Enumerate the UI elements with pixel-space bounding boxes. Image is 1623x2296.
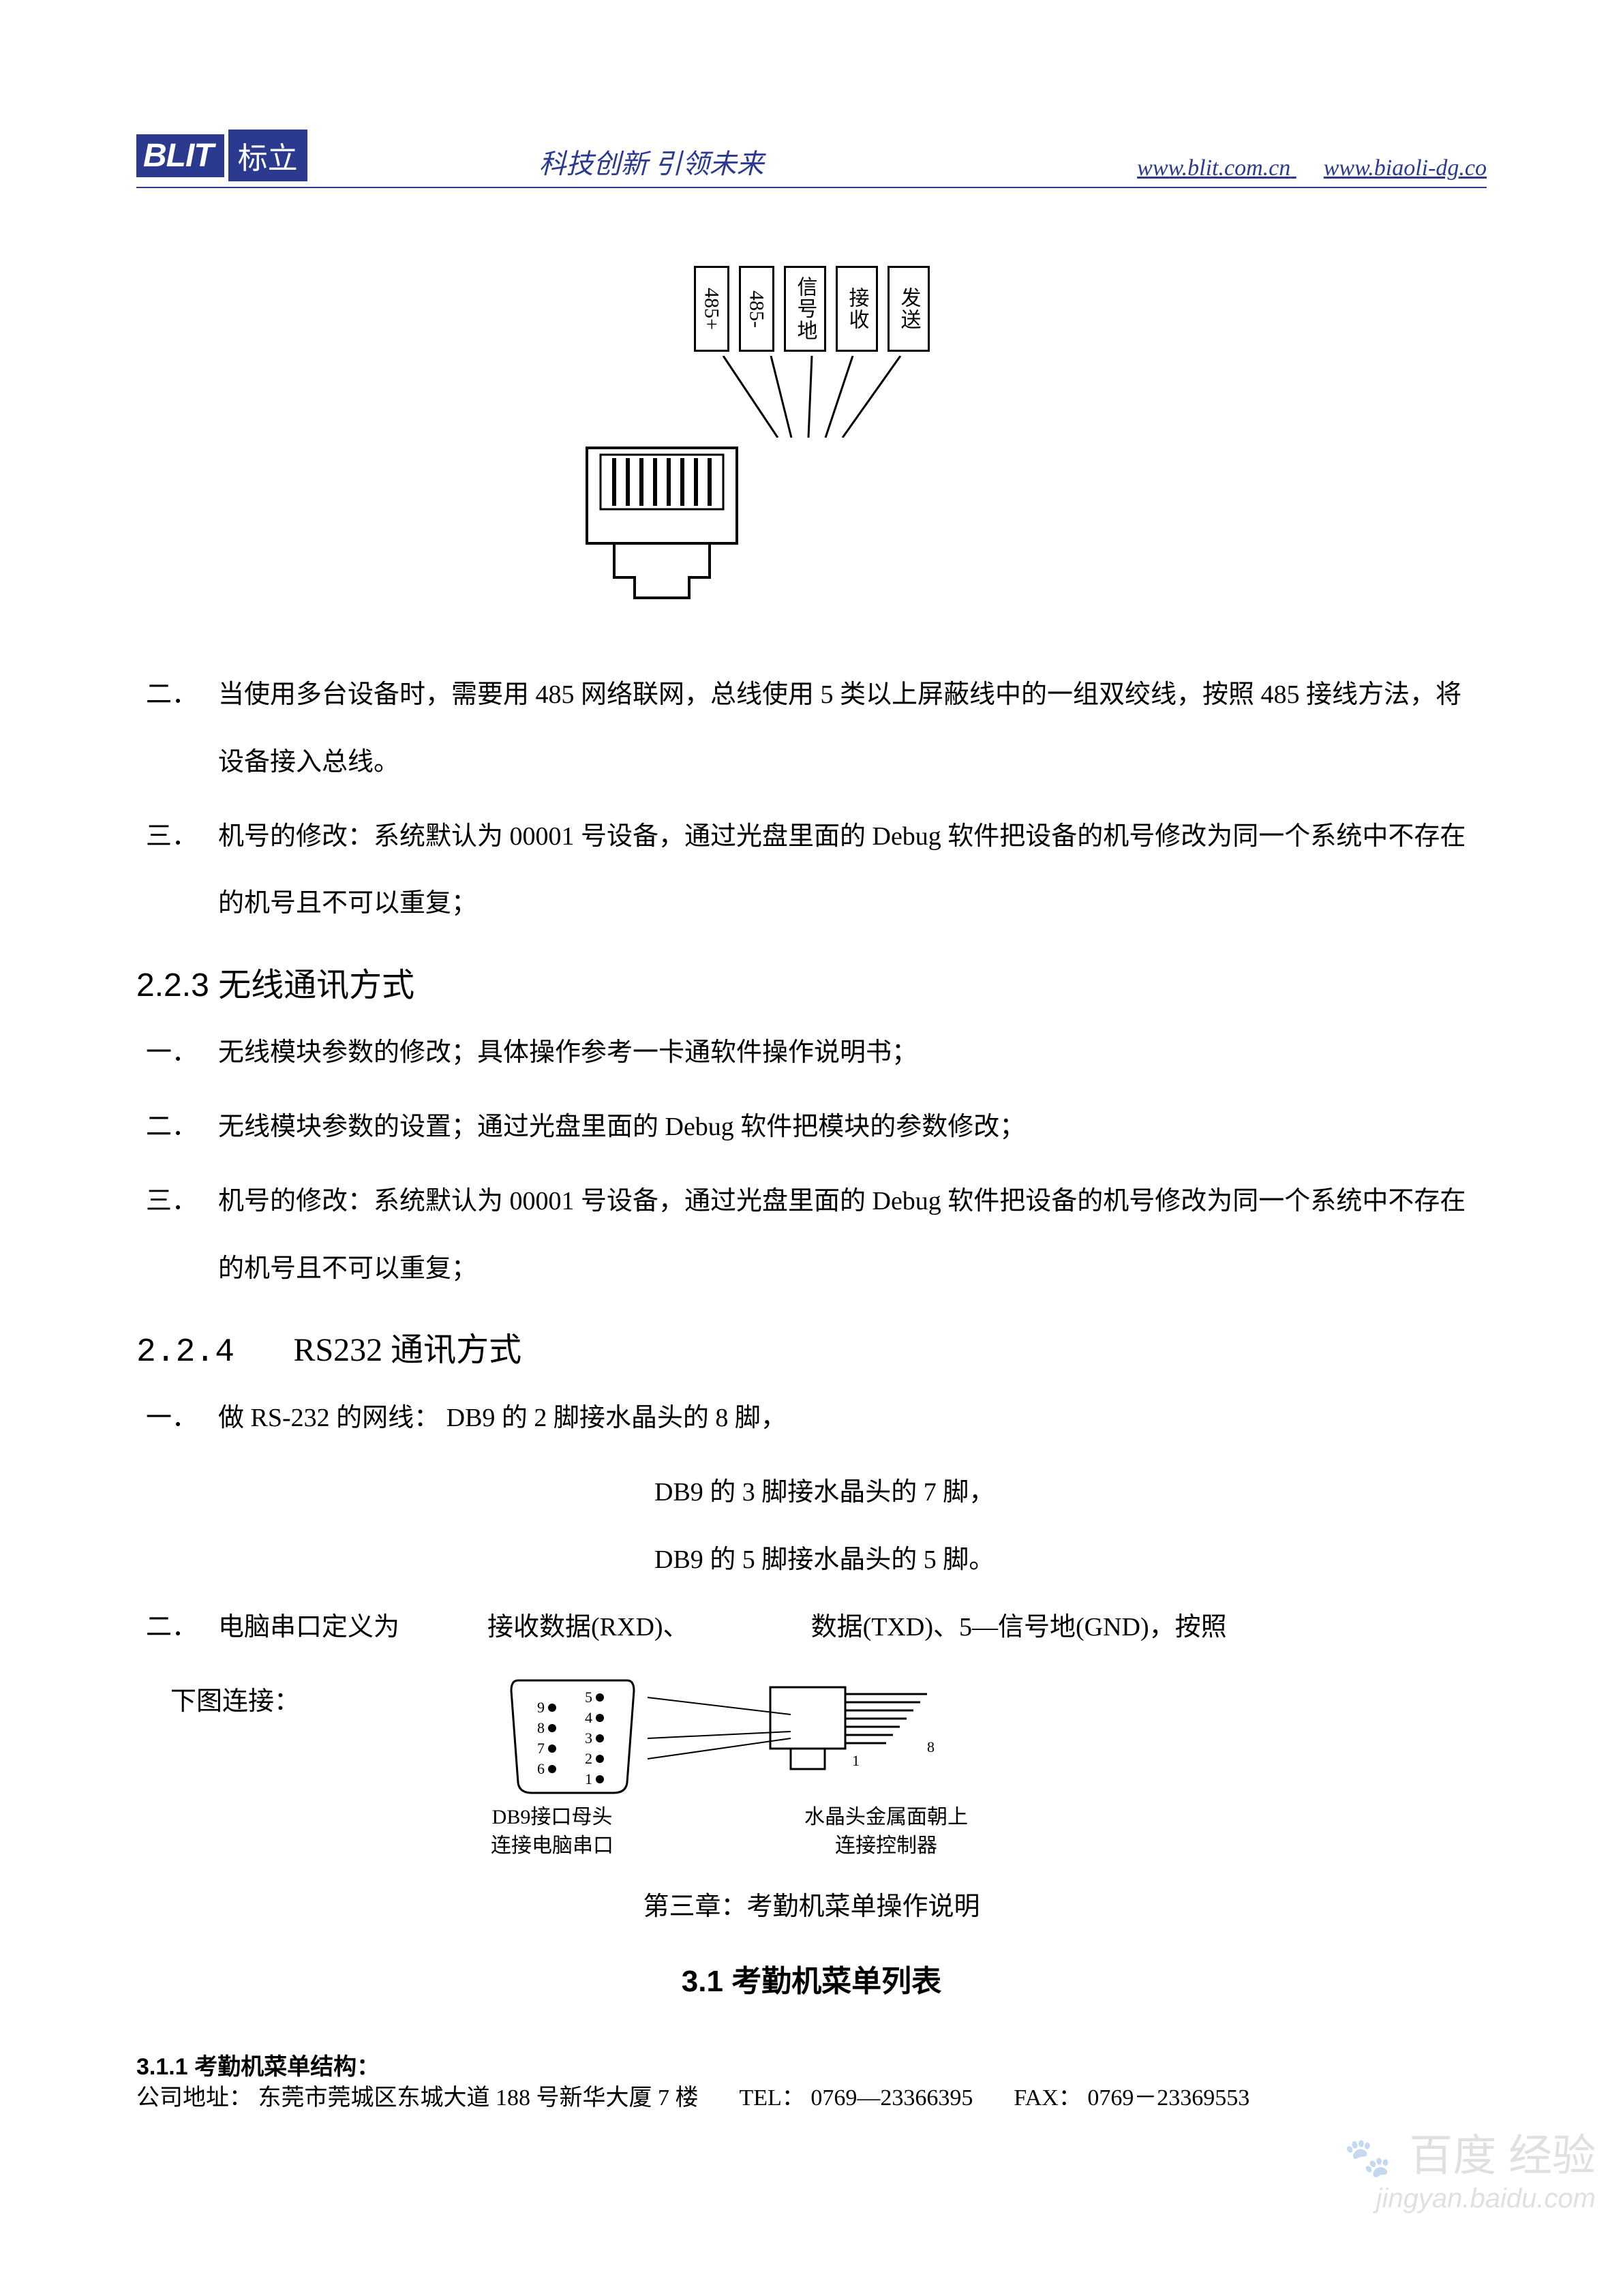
section-311-title: 3.1.1 考勤机菜单结构：: [136, 2048, 1487, 2081]
url-1[interactable]: www.blit.com.cn: [1137, 155, 1290, 181]
rj45-label: 水晶头金属面朝上 连接控制器: [804, 1803, 968, 1860]
header-urls: www.blit.com.cn www.biaoli-dg.co: [1110, 155, 1487, 181]
s223-i3: 机号的修改：系统默认为 00001 号设备，通过光盘里面的 Debug 软件把设…: [218, 1168, 1487, 1303]
slogan: 科技创新 引领未来: [539, 142, 764, 181]
s224-l3: DB9 的 5 脚接水晶头的 5 脚。: [136, 1526, 1487, 1594]
page-header: BLIT 标立 科技创新 引领未来 www.blit.com.cn www.bi…: [136, 130, 1487, 188]
url-2[interactable]: www.biaoli-dg.co: [1324, 155, 1487, 181]
s224-l1: 做 RS-232 的网线： DB9 的 2 脚接水晶头的 8 脚，: [218, 1385, 1487, 1452]
page-footer: 公司地址： 东莞市莞城区东城大道 188 号新华大厦 7 楼 TEL： 0769…: [136, 2079, 1487, 2112]
rj45-pinout-diagram: 485+ 485- 信号地 接收 发送: [573, 266, 1050, 634]
s224-l4c: 数据(TXD)、5—信号地(GND)，按照: [811, 1613, 1227, 1642]
tel-label: TEL：: [740, 2085, 805, 2111]
pin-485-plus: 485+: [694, 266, 729, 352]
logo-cn: 标立: [228, 130, 307, 181]
pin-485-minus: 485-: [739, 266, 774, 352]
addr-value: 东莞市莞城区东城大道 188 号新华大厦 7 楼: [258, 2085, 699, 2111]
section-31-title: 3.1 考勤机菜单列表: [136, 1957, 1487, 2000]
para-2-num: 二．: [136, 661, 218, 796]
s223-i1: 无线模块参数的修改；具体操作参考一卡通软件操作说明书；: [218, 1019, 1487, 1087]
svg-text:6: 6: [537, 1760, 545, 1777]
db9-label-1: DB9接口母头: [491, 1803, 613, 1832]
svg-text:7: 7: [537, 1740, 545, 1757]
tel-value: 0769—23366395: [810, 2085, 973, 2111]
paw-icon: 🐾: [1344, 2135, 1392, 2180]
fax-value: 0769－23369553: [1087, 2085, 1249, 2111]
watermark: 🐾 百度 经验 jingyan.baidu.com: [1344, 2121, 1596, 2214]
para-3-text: 机号的修改：系统默认为 00001 号设备，通过光盘里面的 Debug 软件把设…: [218, 803, 1487, 938]
rj45-connector-icon: [573, 441, 750, 618]
pin-lines-icon: [573, 356, 1050, 438]
fax-label: FAX：: [1014, 2085, 1082, 2111]
svg-text:3: 3: [585, 1729, 592, 1747]
chapter-3-title: 第三章：考勤机菜单操作说明: [136, 1885, 1487, 1922]
heading-223: 2.2.3 无线通讯方式: [136, 958, 1487, 1006]
svg-text:8: 8: [537, 1719, 545, 1736]
svg-text:4: 4: [585, 1709, 592, 1726]
db9-label-2: 连接电脑串口: [491, 1832, 613, 1860]
s223-i2: 无线模块参数的设置；通过光盘里面的 Debug 软件把模块的参数修改；: [218, 1093, 1487, 1161]
s224-l4: 电脑串口定义为 接收数据(RXD)、 数据(TXD)、5—信号地(GND)，按照: [218, 1594, 1487, 1661]
footer-address: 公司地址： 东莞市莞城区东城大道 188 号新华大厦 7 楼: [136, 2079, 699, 2112]
svg-text:1: 1: [585, 1770, 592, 1787]
s224-l2: DB9 的 3 脚接水晶头的 7 脚，: [136, 1459, 1487, 1526]
watermark-url: jingyan.baidu.com: [1344, 2184, 1596, 2214]
pin-signal-gnd: 信号地: [784, 266, 826, 352]
watermark-text: 百度 经验: [1409, 2131, 1596, 2180]
para-3-num: 三．: [136, 803, 218, 938]
footer-fax: FAX： 0769－23369553: [1014, 2079, 1249, 2112]
db9-label: DB9接口母头 连接电脑串口: [491, 1803, 613, 1860]
heading-224-num: 2.2.4: [136, 1334, 234, 1371]
pin-rx: 接收: [836, 266, 878, 352]
rj45-label-2: 连接控制器: [804, 1832, 968, 1860]
svg-text:5: 5: [585, 1689, 592, 1706]
logo-en: BLIT: [136, 134, 224, 177]
s223-i3-num: 三．: [136, 1168, 218, 1303]
s224-l4b: 接收数据(RXD)、: [487, 1613, 689, 1642]
svg-text:9: 9: [537, 1699, 545, 1716]
logo: BLIT 标立: [136, 130, 307, 181]
addr-label: 公司地址：: [136, 2085, 252, 2111]
db9-rj45-diagram: 5 4 3 2 1 9 8 7 6: [136, 1667, 1487, 1844]
svg-text:2: 2: [585, 1750, 592, 1767]
pin-tx: 发送: [888, 266, 930, 352]
s224-l4a: 电脑串口定义为: [218, 1613, 399, 1642]
s224-l1-num: 一．: [136, 1385, 218, 1452]
rj45-label-1: 水晶头金属面朝上: [804, 1803, 968, 1832]
para-2-text: 当使用多台设备时，需要用 485 网络联网，总线使用 5 类以上屏蔽线中的一组双…: [218, 661, 1487, 796]
footer-tel: TEL： 0769—23366395: [740, 2079, 973, 2112]
s223-i2-num: 二．: [136, 1093, 218, 1161]
heading-224: 2.2.4 RS232 通讯方式: [136, 1323, 1487, 1371]
s223-i1-num: 一．: [136, 1019, 218, 1087]
section-222-body: 二． 当使用多台设备时，需要用 485 网络联网，总线使用 5 类以上屏蔽线中的…: [136, 661, 1487, 937]
s224-l4-num: 二．: [136, 1594, 218, 1661]
watermark-top: 🐾 百度 经验: [1344, 2121, 1596, 2184]
wiring-lines-icon: [613, 1667, 1091, 1803]
heading-224-text: RS232 通讯方式: [293, 1332, 521, 1368]
section-223-body: 一． 无线模块参数的修改；具体操作参考一卡通软件操作说明书； 二． 无线模块参数…: [136, 1019, 1487, 1302]
